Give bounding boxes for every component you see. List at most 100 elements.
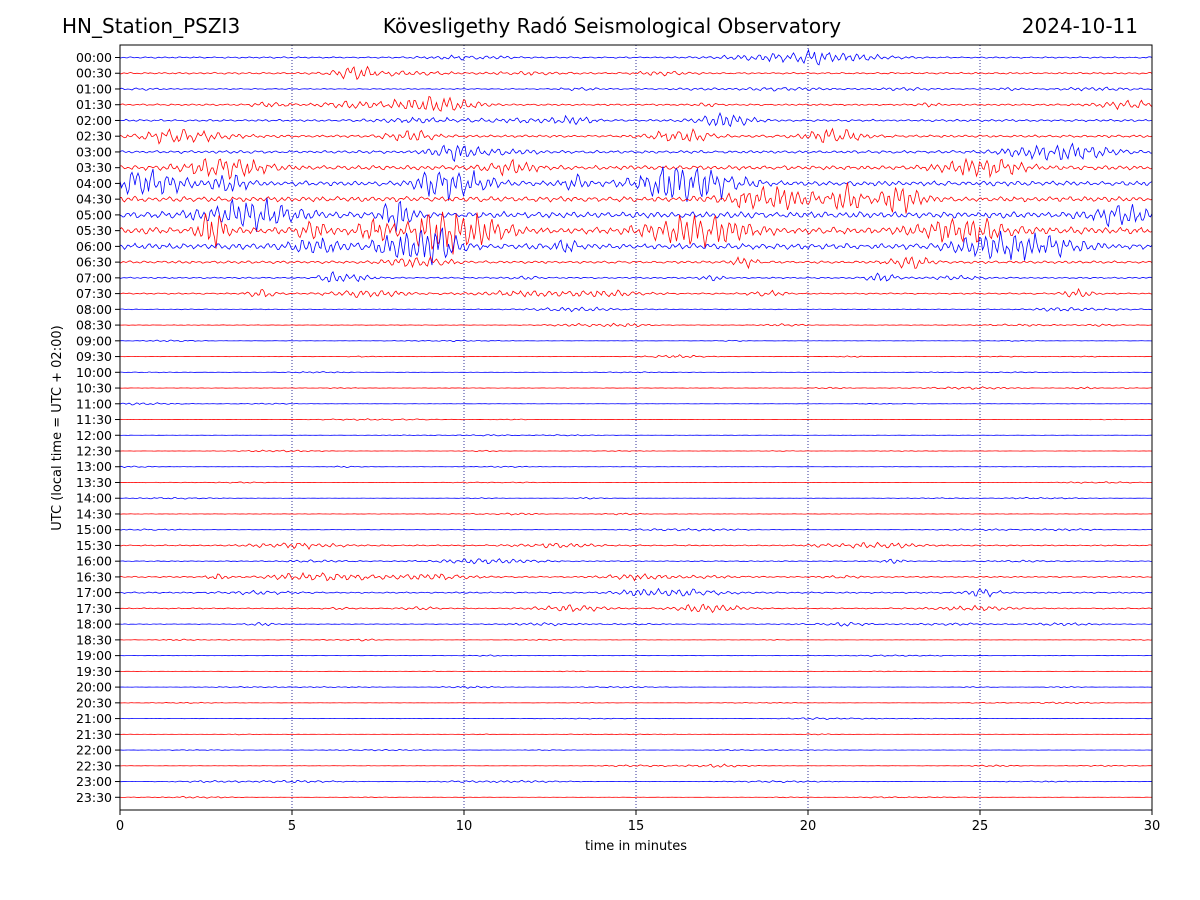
trace-0730 — [119, 287, 1153, 299]
y-axis-label: UTC (local time = UTC + 02:00) — [50, 325, 65, 530]
grid-lines — [291, 45, 981, 810]
trace-1930 — [119, 670, 1153, 673]
y-tick-label: 10:30 — [76, 381, 112, 396]
y-axis-ticks: 00:0000:3001:0001:3002:0002:3003:0003:30… — [76, 50, 120, 805]
y-tick-label: 00:30 — [76, 66, 112, 81]
y-tick-label: 03:30 — [76, 160, 112, 175]
trace-0000 — [119, 48, 1153, 66]
trace-1100 — [119, 402, 1153, 406]
trace-1700 — [119, 587, 1153, 598]
y-tick-label: 01:00 — [76, 81, 112, 96]
y-tick-label: 07:30 — [76, 286, 112, 301]
trace-1900 — [119, 654, 1153, 657]
y-tick-label: 18:00 — [76, 617, 112, 632]
y-tick-label: 11:00 — [76, 396, 112, 411]
x-tick-label: 15 — [628, 819, 645, 834]
chart-date: 2024-10-11 — [1021, 14, 1138, 38]
x-tick-label: 20 — [800, 819, 817, 834]
trace-0030 — [119, 65, 1153, 81]
y-tick-label: 22:00 — [76, 743, 112, 758]
y-tick-label: 21:00 — [76, 711, 112, 726]
trace-0230 — [119, 127, 1153, 145]
y-tick-label: 09:00 — [76, 333, 112, 348]
y-tick-label: 13:00 — [76, 459, 112, 474]
y-tick-label: 23:00 — [76, 774, 112, 789]
trace-2200 — [119, 749, 1153, 752]
chart-title: Kövesligethy Radó Seismological Observat… — [382, 14, 842, 38]
trace-1230 — [119, 449, 1153, 453]
y-tick-label: 04:30 — [76, 192, 112, 207]
y-tick-label: 00:00 — [76, 50, 112, 65]
y-tick-label: 16:00 — [76, 554, 112, 569]
trace-2030 — [119, 701, 1153, 705]
trace-0200 — [119, 111, 1153, 128]
y-tick-label: 17:30 — [76, 601, 112, 616]
x-axis-ticks: 0 5 10 15 20 25 30 — [116, 810, 1160, 834]
trace-1400 — [119, 497, 1153, 500]
trace-0700 — [119, 270, 1153, 283]
y-tick-label: 05:00 — [76, 207, 112, 222]
trace-0430 — [120, 182, 1153, 214]
y-tick-label: 14:30 — [76, 506, 112, 521]
y-tick-label: 16:30 — [76, 569, 112, 584]
trace-2130 — [119, 733, 1153, 736]
y-tick-label: 20:30 — [76, 695, 112, 710]
trace-1030 — [119, 386, 1153, 390]
trace-2100 — [119, 717, 1153, 720]
y-tick-label: 12:30 — [76, 444, 112, 459]
trace-1630 — [119, 572, 1153, 582]
y-tick-label: 17:00 — [76, 585, 112, 600]
y-tick-label: 03:00 — [76, 144, 112, 159]
y-tick-label: 01:30 — [76, 97, 112, 112]
trace-0830 — [119, 322, 1153, 328]
trace-0800 — [119, 306, 1153, 313]
x-axis-label: time in minutes — [585, 839, 687, 854]
seismic-traces — [119, 48, 1153, 799]
trace-1800 — [119, 621, 1153, 627]
trace-1430 — [119, 512, 1153, 516]
trace-1000 — [119, 371, 1153, 374]
trace-0500 — [119, 197, 1153, 233]
trace-0300 — [119, 142, 1153, 163]
y-tick-label: 18:30 — [76, 632, 112, 647]
y-tick-label: 05:30 — [76, 223, 112, 238]
trace-1130 — [119, 418, 1153, 421]
y-tick-label: 15:30 — [76, 538, 112, 553]
y-tick-label: 19:30 — [76, 664, 112, 679]
y-tick-label: 10:00 — [76, 365, 112, 380]
y-tick-label: 11:30 — [76, 412, 112, 427]
trace-1730 — [119, 603, 1153, 614]
y-tick-label: 21:30 — [76, 727, 112, 742]
trace-2000 — [119, 685, 1153, 689]
x-tick-label: 5 — [288, 819, 296, 834]
trace-1200 — [119, 434, 1153, 437]
station-name: HN_Station_PSZI3 — [62, 14, 241, 38]
y-tick-label: 15:00 — [76, 522, 112, 537]
y-tick-label: 13:30 — [76, 475, 112, 490]
x-tick-label: 0 — [116, 819, 124, 834]
trace-0900 — [119, 339, 1153, 342]
y-tick-label: 19:00 — [76, 648, 112, 663]
trace-0530 — [119, 211, 1153, 255]
y-tick-label: 07:00 — [76, 270, 112, 285]
trace-2300 — [119, 779, 1153, 784]
trace-0130 — [119, 95, 1153, 112]
y-tick-label: 08:00 — [76, 302, 112, 317]
y-tick-label: 02:00 — [76, 113, 112, 128]
y-tick-label: 14:00 — [76, 491, 112, 506]
x-tick-label: 25 — [972, 819, 989, 834]
trace-2230 — [119, 763, 1153, 768]
y-tick-label: 22:30 — [76, 758, 112, 773]
trace-1830 — [119, 638, 1153, 642]
y-tick-label: 09:30 — [76, 349, 112, 364]
trace-0100 — [119, 86, 1153, 92]
trace-0330 — [119, 157, 1153, 180]
y-tick-label: 06:00 — [76, 239, 112, 254]
x-tick-label: 10 — [456, 819, 473, 834]
trace-0400 — [119, 166, 1153, 202]
trace-1330 — [119, 481, 1153, 484]
y-tick-label: 02:30 — [76, 129, 112, 144]
trace-2330 — [119, 795, 1153, 799]
trace-0600 — [119, 227, 1153, 266]
y-tick-label: 23:30 — [76, 790, 112, 805]
